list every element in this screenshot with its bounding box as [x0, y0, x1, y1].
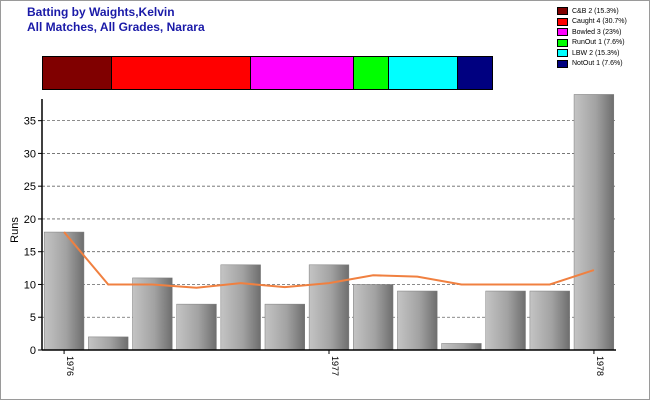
legend-swatch — [557, 38, 568, 47]
bar — [397, 290, 438, 351]
y-tick-label: 5 — [30, 312, 36, 324]
dismissal-segment — [43, 57, 113, 89]
bar — [43, 231, 85, 351]
bar — [529, 290, 570, 351]
legend-label: LBW 2 (15.3%) — [572, 49, 620, 57]
dismissal-segment — [112, 57, 251, 89]
dismissal-segment — [388, 57, 458, 89]
y-tick-label: 10 — [24, 279, 36, 291]
dismissal-segment — [457, 57, 492, 89]
legend-label: Bowled 3 (23%) — [572, 28, 622, 36]
bar — [132, 277, 173, 351]
bars — [43, 94, 615, 351]
x-tick-label: 1978 — [595, 356, 605, 376]
legend-item: C&B 2 (15.3%) — [557, 6, 627, 17]
bar — [176, 303, 217, 351]
chart-subtitle: All Matches, All Grades, Narara — [27, 20, 205, 34]
legend-item: NotOut 1 (7.6%) — [557, 59, 627, 70]
dismissal-breakdown-bar — [42, 56, 493, 90]
legend-item: Bowled 3 (23%) — [557, 27, 627, 38]
x-tick-label: 1977 — [330, 356, 340, 376]
bar — [485, 290, 526, 351]
legend-swatch — [557, 49, 568, 58]
legend-item: RunOut 1 (7.6%) — [557, 38, 627, 49]
y-tick-label: 0 — [30, 345, 36, 357]
legend-label: RunOut 1 (7.6%) — [572, 39, 625, 47]
y-tick-label: 25 — [24, 181, 36, 193]
legend-item: Caught 4 (30.7%) — [557, 17, 627, 28]
bar — [264, 303, 305, 351]
legend-label: NotOut 1 (7.6%) — [572, 60, 623, 68]
dismissal-segment — [250, 57, 355, 89]
x-tick-label: 1976 — [65, 356, 75, 376]
bar — [573, 94, 615, 351]
bar — [308, 264, 350, 351]
y-axis-label: Runs — [9, 217, 21, 243]
trend-line-path — [63, 231, 595, 289]
legend-label: Caught 4 (30.7%) — [572, 18, 627, 26]
dismissal-segment — [354, 57, 389, 89]
trend-line — [63, 231, 595, 289]
chart-title: Batting by Waights,Kelvin — [27, 5, 175, 19]
bar — [353, 284, 394, 351]
axes: 0 5 10 15 20 25 30 35 1976 1977 1978 — [24, 99, 616, 376]
legend-label: C&B 2 (15.3%) — [572, 7, 619, 15]
y-tick-label: 35 — [24, 116, 36, 128]
legend-swatch — [557, 59, 568, 68]
y-tick-label: 20 — [24, 214, 36, 226]
legend-swatch — [557, 7, 568, 16]
legend-swatch — [557, 28, 568, 37]
legend-swatch — [557, 17, 568, 26]
legend: C&B 2 (15.3%) Caught 4 (30.7%) Bowled 3 (2… — [557, 6, 627, 69]
legend-item: LBW 2 (15.3%) — [557, 48, 627, 59]
bar — [441, 343, 482, 351]
y-tick-label: 30 — [24, 148, 36, 160]
bar — [88, 336, 129, 351]
bar — [220, 264, 261, 351]
y-tick-label: 15 — [24, 247, 36, 259]
